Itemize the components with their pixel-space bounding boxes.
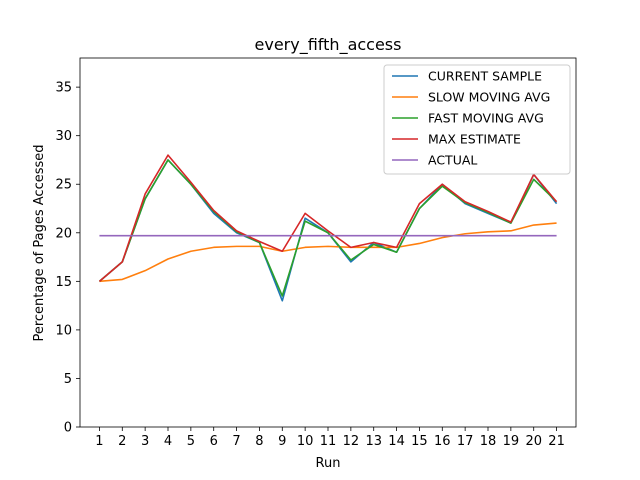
y-tick-label: 20 — [55, 226, 72, 241]
x-axis: 1 2 3 4 5 6 7 8 9 10 11 12 13 14 15 16 17 18 19 20 21 — [95, 427, 565, 449]
x-tick-label: 20 — [525, 434, 542, 449]
x-tick-label: 12 — [343, 434, 360, 449]
y-tick-label: 25 — [55, 178, 72, 193]
x-tick-label: 17 — [457, 434, 474, 449]
series-line-max-estimate — [98, 154, 558, 282]
legend-label: CURRENT SAMPLE — [428, 69, 542, 84]
x-tick-label: 19 — [503, 434, 520, 449]
x-tick-label: 18 — [480, 434, 497, 449]
x-axis-label: Run — [316, 456, 341, 471]
legend-box — [383, 64, 571, 175]
y-tick-label: 15 — [55, 275, 72, 290]
legend-label: ACTUAL — [428, 153, 477, 168]
series-line-fast-moving-avg — [98, 159, 558, 297]
x-tick-label: 2 — [118, 434, 126, 449]
x-tick-label: 10 — [297, 434, 314, 449]
x-tick-label: 11 — [320, 434, 337, 449]
x-tick-label: 16 — [434, 434, 451, 449]
legend: CURRENT SAMPLE SLOW MOVING AVG FAST MOVING… — [383, 64, 571, 175]
chart-title: every_fifth_access — [255, 35, 402, 55]
y-tick-label: 5 — [64, 372, 72, 387]
x-tick-label: 13 — [365, 434, 382, 449]
x-tick-label: 4 — [164, 434, 172, 449]
y-tick-label: 0 — [64, 421, 72, 436]
x-tick-label: 1 — [95, 434, 103, 449]
y-axis: 0 5 10 15 20 25 30 35 — [55, 81, 80, 436]
y-axis-label: Percentage of Pages Accessed — [32, 144, 47, 341]
x-tick-label: 8 — [255, 434, 263, 449]
x-tick-label: 9 — [278, 434, 286, 449]
legend-label: SLOW MOVING AVG — [428, 90, 550, 105]
x-tick-label: 6 — [210, 434, 218, 449]
y-tick-label: 35 — [55, 81, 72, 96]
x-tick-label: 7 — [232, 434, 240, 449]
legend-label: FAST MOVING AVG — [428, 111, 544, 126]
x-tick-label: 3 — [141, 434, 149, 449]
y-tick-label: 30 — [55, 129, 72, 144]
y-tick-label: 10 — [55, 323, 72, 338]
series-line-slow-moving-avg — [99, 222, 557, 283]
x-tick-label: 14 — [388, 434, 405, 449]
x-tick-label: 5 — [187, 434, 195, 449]
x-tick-label: 15 — [411, 434, 428, 449]
x-tick-label: 21 — [548, 434, 565, 449]
legend-label: MAX ESTIMATE — [428, 132, 521, 147]
series-layer — [98, 154, 558, 302]
